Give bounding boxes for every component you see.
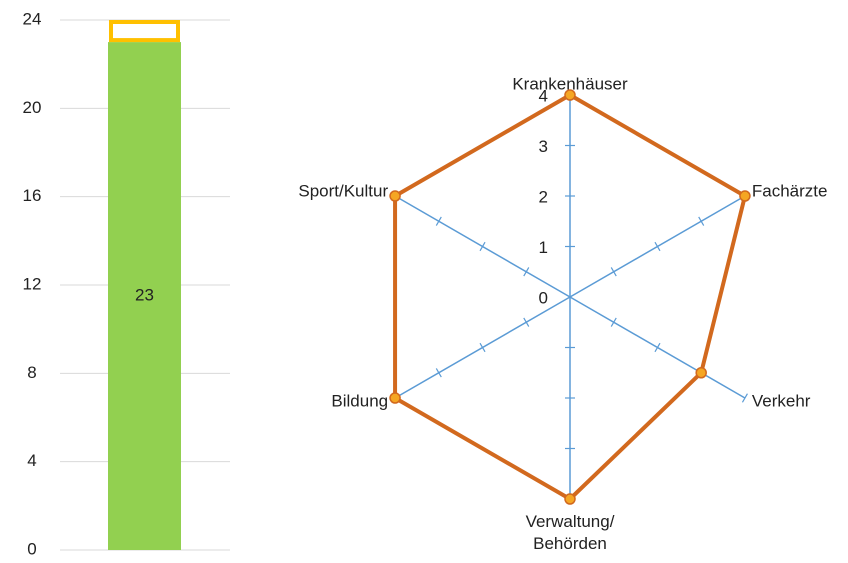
r-tick-label: 2 [539,187,548,206]
axis-tick [523,267,530,277]
radar-marker [389,392,401,404]
r-tick-label: 3 [539,137,548,156]
y-tick-label: 16 [23,186,42,205]
r-tick-label: 0 [539,288,548,307]
radar-marker [564,493,576,505]
bar-segment [109,20,180,43]
axis-tick [698,216,705,226]
axis-tick [654,241,661,252]
radar-marker [564,89,576,101]
category-label: Verkehr [752,391,811,410]
y-tick-label: 4 [27,451,36,470]
radar-marker [389,190,401,202]
axis-tick [479,342,486,353]
axis-tick [610,267,617,277]
radar-marker [695,367,707,379]
y-tick-label: 0 [27,539,36,558]
axis-tick [654,342,661,353]
axis-tick [523,317,530,327]
axis-tick [741,393,748,403]
radar-marker [739,190,751,202]
axis-tick [479,241,486,252]
axis-tick [435,368,442,378]
y-tick-label: 12 [23,274,42,293]
category-label: Verwaltung/ Behörden [525,512,615,553]
category-label: Krankenhäuser [512,74,628,93]
y-tick-label: 24 [23,9,42,28]
axis-tick [610,317,617,327]
y-tick-label: 8 [27,363,36,382]
category-label: Bildung [331,391,388,410]
bar-segment [108,42,181,550]
y-tick-label: 20 [23,98,42,117]
axis-tick [435,216,442,226]
r-tick-label: 4 [539,86,548,105]
category-label: Sport/Kultur [298,181,388,200]
data-label: 23 [135,286,154,305]
category-label: Fachärzte [752,181,828,200]
r-tick-label: 1 [539,238,548,257]
